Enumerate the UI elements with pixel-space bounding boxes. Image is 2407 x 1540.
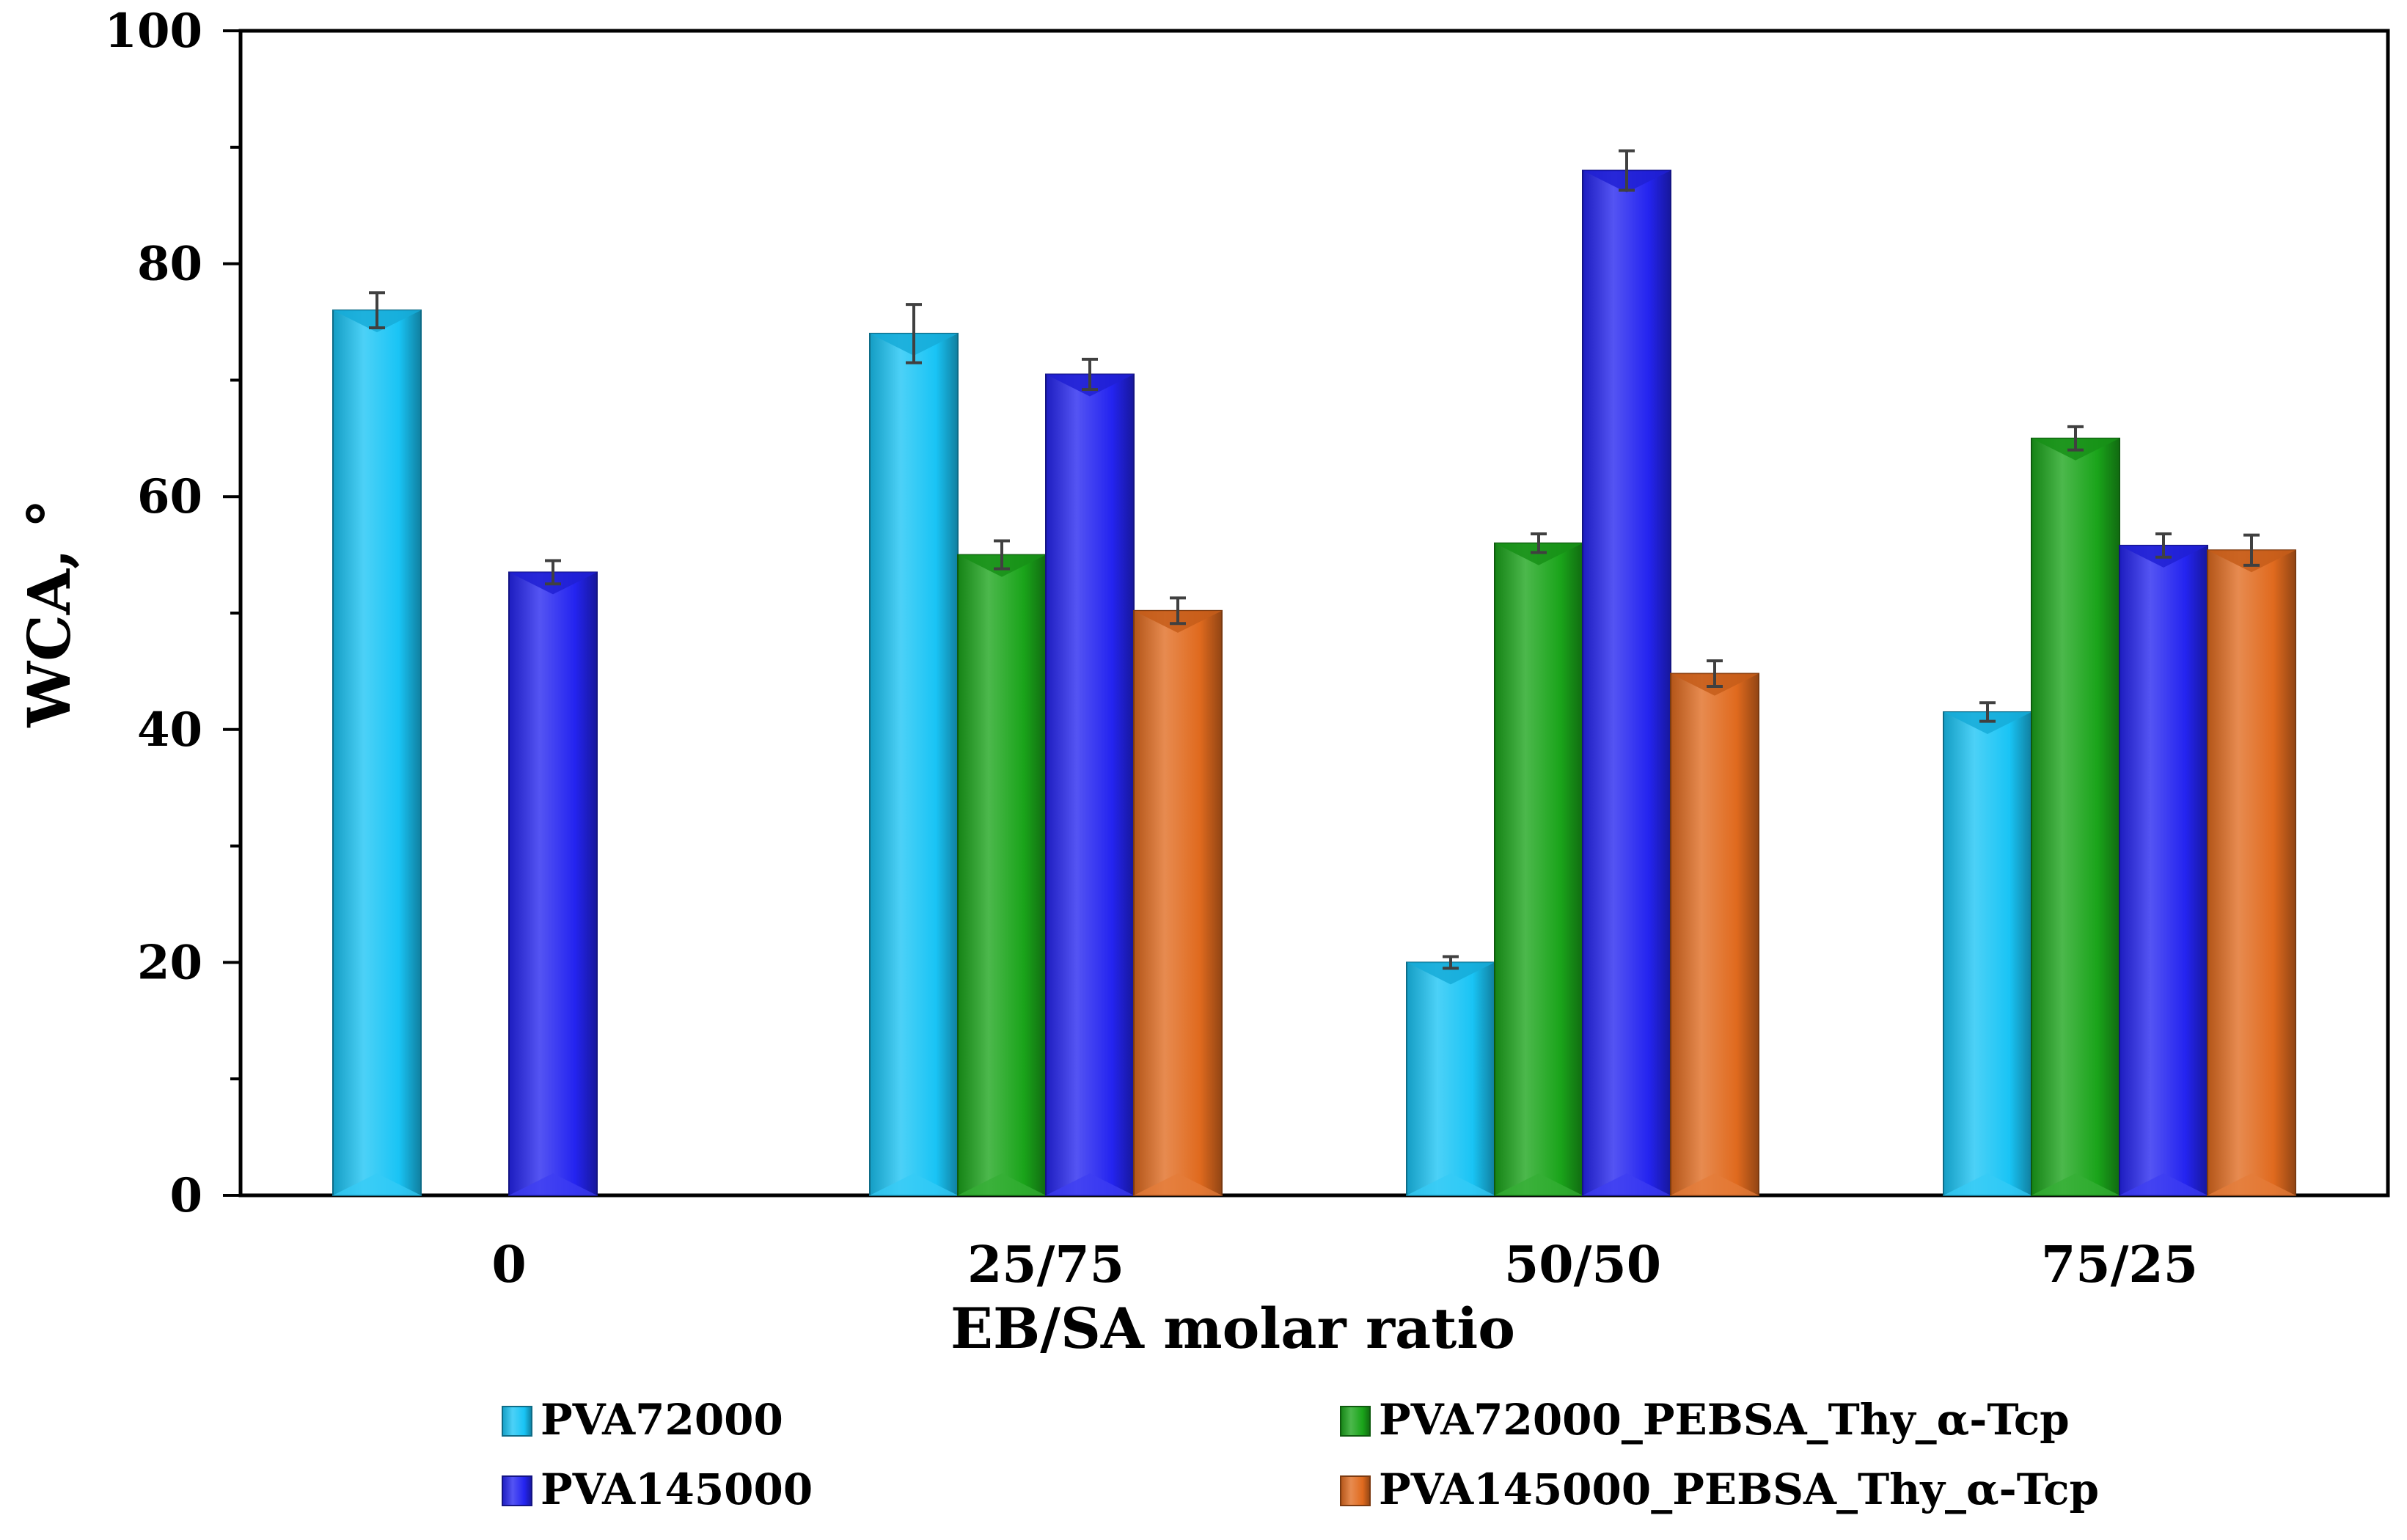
bar-base <box>1134 1173 1222 1195</box>
y-tick-label: 100 <box>104 4 202 59</box>
error-bar <box>369 291 385 329</box>
error-bar <box>1531 532 1547 554</box>
bar-base <box>2032 1173 2120 1195</box>
bar-cap <box>1943 711 2032 734</box>
bar-base <box>509 1173 597 1195</box>
legend-label: PVA145000 <box>541 1464 813 1514</box>
x-axis-label: EB/SA molar ratio <box>950 1296 1515 1361</box>
error-bars-group <box>369 149 2260 970</box>
x-tick-label: 75/25 <box>2041 1236 2198 1294</box>
bar-cap <box>1407 962 1495 985</box>
bar-base <box>1046 1173 1134 1195</box>
legend-swatch <box>502 1475 532 1506</box>
bar <box>1406 961 1495 1197</box>
legend-swatch <box>1340 1406 1371 1437</box>
bar <box>1045 373 1135 1197</box>
y-axis: 0 20 40 60 80 100 <box>104 4 241 1223</box>
bar <box>508 571 598 1196</box>
bar-base <box>2208 1173 2296 1195</box>
error-bar <box>2155 532 2172 559</box>
bar <box>1943 711 2032 1196</box>
bar-base <box>1407 1173 1495 1195</box>
x-tick-label: 0 <box>491 1236 526 1294</box>
error-bar <box>1082 357 1098 392</box>
legend-item: PVA145000_PEBSA_Thy_α-Tcp <box>1340 1464 2099 1514</box>
error-bar <box>545 559 561 586</box>
bar-base <box>333 1173 421 1195</box>
bar <box>2207 549 2296 1196</box>
bar-base <box>958 1173 1046 1195</box>
error-bar <box>1443 955 1459 970</box>
x-tick-label: 25/75 <box>967 1236 1124 1294</box>
bar <box>2119 544 2208 1196</box>
bar <box>332 309 422 1196</box>
error-bar <box>994 539 1010 571</box>
bar-base <box>1583 1173 1671 1195</box>
bar-base <box>1943 1173 2032 1195</box>
bar-series-group <box>332 169 2296 1197</box>
x-tick-label: 50/50 <box>1504 1236 1661 1294</box>
error-bar <box>906 303 922 364</box>
x-axis: 0 25/75 50/50 75/25 <box>491 1236 2198 1294</box>
error-bar <box>1170 596 1186 626</box>
bar-base <box>870 1173 958 1195</box>
bar <box>1494 542 1583 1196</box>
bar <box>2031 437 2120 1196</box>
legend: PVA72000 PVA72000_PEBSA_Thy_α-Tcp PVA14500… <box>502 1395 2099 1514</box>
y-tick-label: 40 <box>137 703 202 758</box>
error-bar <box>2243 533 2260 567</box>
legend-item: PVA72000_PEBSA_Thy_α-Tcp <box>1340 1395 2070 1445</box>
legend-label: PVA72000 <box>541 1395 783 1445</box>
bar <box>869 332 959 1196</box>
y-tick-label: 0 <box>169 1168 202 1223</box>
bar-base <box>1671 1173 1759 1195</box>
bar <box>1133 609 1223 1196</box>
legend-item: PVA145000 <box>502 1464 813 1514</box>
bar-cap <box>1495 543 1583 565</box>
y-tick-label: 80 <box>137 237 202 292</box>
bar <box>1582 169 1671 1196</box>
legend-label: PVA145000_PEBSA_Thy_α-Tcp <box>1379 1464 2099 1514</box>
error-bar <box>1707 659 1723 689</box>
bar-base <box>2120 1173 2208 1195</box>
error-bar <box>1619 149 1635 192</box>
bar <box>957 554 1047 1196</box>
legend-item: PVA72000 <box>502 1395 783 1445</box>
legend-swatch <box>502 1406 532 1437</box>
y-axis-label: WCA, ° <box>15 499 84 727</box>
y-tick-label: 60 <box>137 469 202 524</box>
error-bar <box>1979 701 1996 723</box>
legend-swatch <box>1340 1475 1371 1506</box>
y-tick-label: 20 <box>137 935 202 990</box>
bar <box>1670 672 1759 1196</box>
error-bar <box>2067 425 2084 452</box>
legend-label: PVA72000_PEBSA_Thy_α-Tcp <box>1379 1395 2070 1445</box>
bar-base <box>1495 1173 1583 1195</box>
